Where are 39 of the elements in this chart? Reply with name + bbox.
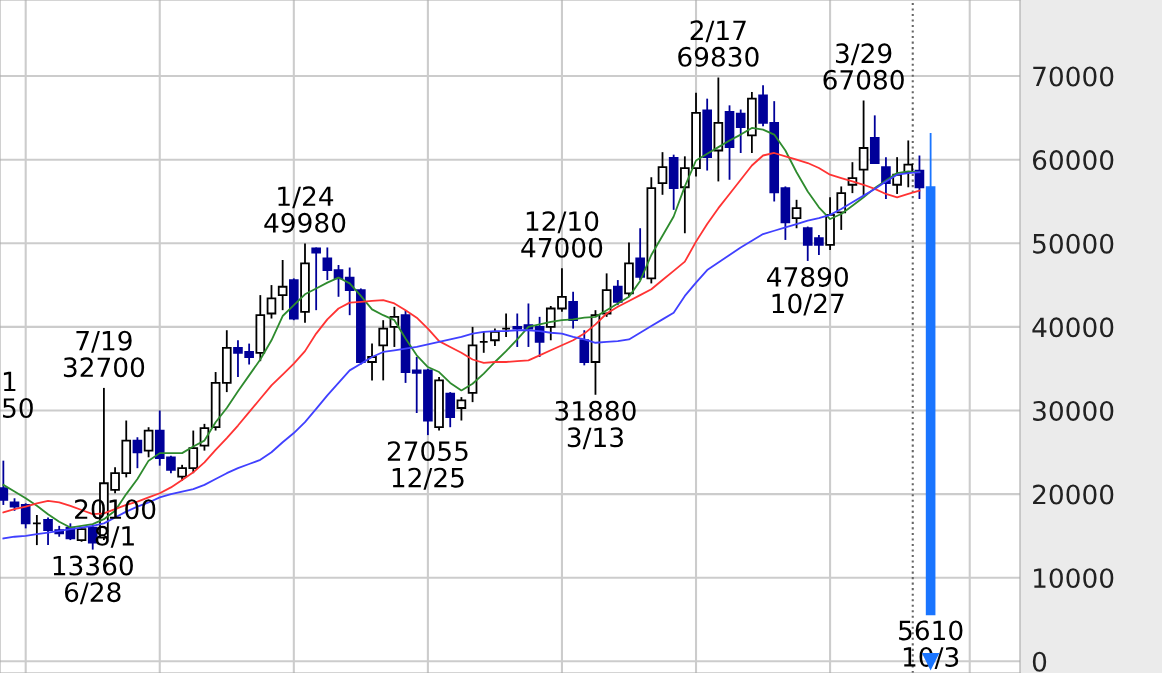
candlestick — [445, 391, 456, 429]
y-tick-label: 40000 — [1032, 317, 1114, 338]
annotation: 13360 6/28 — [53, 555, 133, 605]
candlestick — [311, 246, 321, 312]
annotation: 47890 10/27 — [767, 266, 848, 316]
annotation: 2/17 69830 — [678, 20, 759, 67]
y-tick-label: 50000 — [1033, 233, 1114, 254]
candlestick — [836, 185, 847, 231]
candlestick — [612, 279, 623, 307]
annotation: 1/24 49980 — [264, 186, 346, 233]
annotation: 3/29 67080 — [823, 43, 904, 90]
candlestick — [858, 99, 869, 197]
annotation: 31880 3/13 — [555, 400, 636, 450]
candlestick — [735, 108, 746, 154]
candlestick — [277, 259, 288, 312]
candlestick — [657, 151, 668, 196]
y-tick-label: 60000 — [1032, 150, 1114, 171]
annotation: 1 50 — [3, 371, 33, 418]
annotation: 7/19 32700 — [63, 330, 145, 378]
y-tick-label: 20000 — [1033, 484, 1114, 505]
y-tick-label: 70000 — [1033, 66, 1114, 87]
candlestick — [456, 396, 467, 422]
candlestick — [0, 459, 9, 506]
candlestick — [132, 436, 143, 470]
annotation: 12/10 47000 — [521, 211, 603, 258]
candlestick — [322, 246, 333, 281]
y-tick-label: 30000 — [1033, 400, 1114, 421]
y-tick-label: 0 — [1032, 651, 1047, 672]
candlestick — [635, 227, 645, 281]
y-tick-label: 10000 — [1034, 568, 1114, 589]
annotation: 27055 12/25 — [387, 441, 468, 490]
candlestick — [143, 426, 154, 459]
candlestick — [568, 290, 578, 330]
candlestick — [791, 198, 802, 230]
candlestick — [512, 312, 523, 348]
candlestick — [266, 284, 277, 320]
candlestick — [378, 319, 389, 382]
candlestick — [20, 502, 31, 530]
candlestick — [579, 329, 590, 367]
